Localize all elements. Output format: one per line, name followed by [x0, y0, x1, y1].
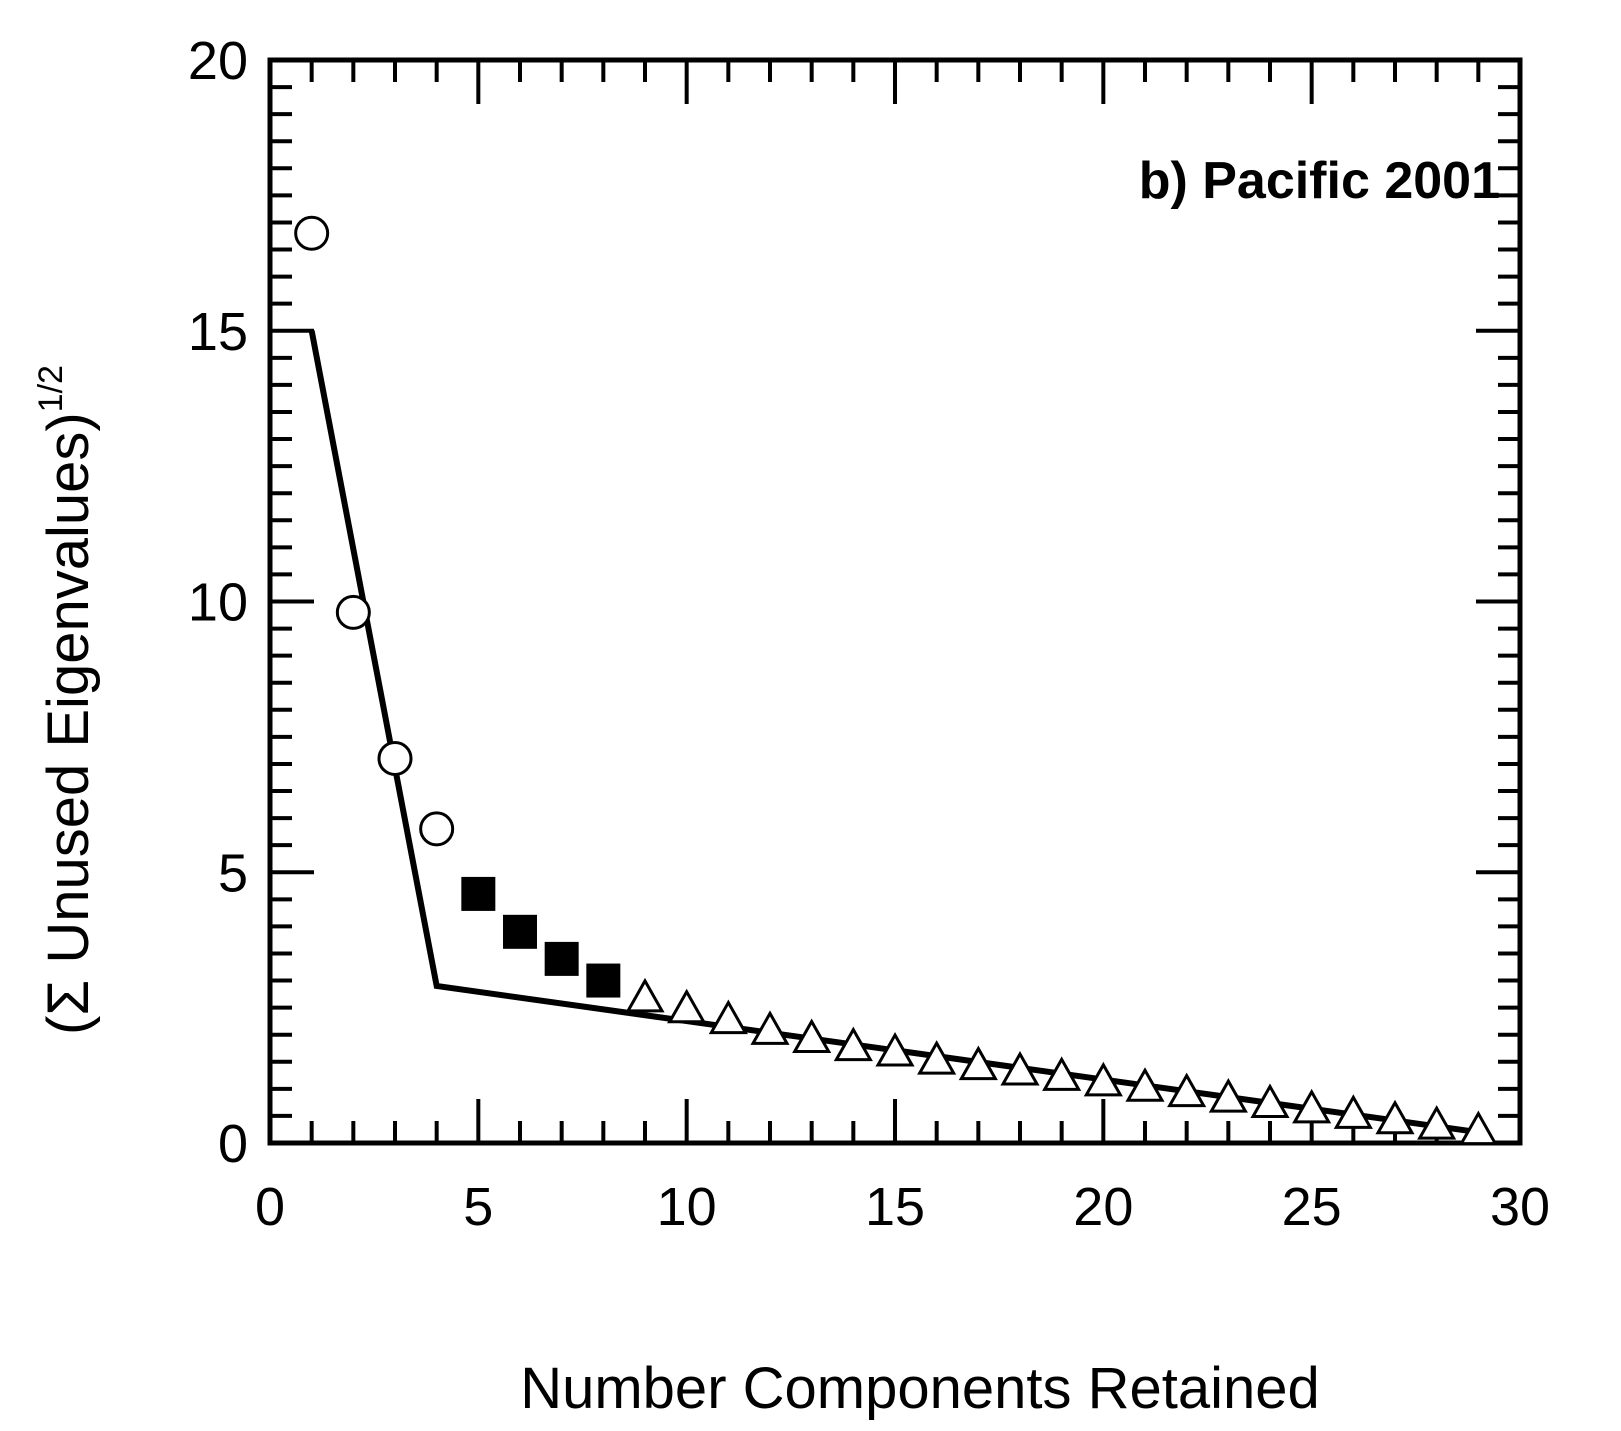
y-axis-title-main: (Σ Unused Eigenvalues)	[36, 412, 101, 1035]
open-triangle-point	[708, 999, 748, 1035]
series-layer	[294, 215, 1498, 1146]
open-triangle-point	[1167, 1072, 1207, 1108]
filled-square-point	[586, 963, 621, 998]
y-tick-label: 15	[188, 302, 248, 362]
open-triangle-point	[792, 1018, 832, 1054]
y-tick-label: 0	[218, 1114, 248, 1174]
y-tick-labels: 0 5 10 15 20	[188, 31, 248, 1174]
open-triangle-point	[1250, 1083, 1290, 1118]
open-triangle-point	[667, 988, 707, 1024]
plot-frame	[267, 57, 1523, 1146]
open-triangle-point	[1125, 1067, 1165, 1102]
open-triangle-point	[1375, 1099, 1415, 1135]
open-triangle-point	[958, 1045, 998, 1081]
x-tick-label: 15	[865, 1177, 925, 1237]
open-triangle-point	[1000, 1050, 1040, 1086]
open-triangle-point	[1417, 1105, 1457, 1140]
x-tick-label: 20	[1073, 1177, 1133, 1237]
y-axis-title-superscript: 1/2	[32, 365, 70, 412]
open-triangle-point	[625, 977, 665, 1013]
x-tick-label: 0	[255, 1177, 285, 1237]
filled-square-point	[503, 914, 537, 949]
filled-square-point	[461, 876, 496, 911]
x-tick-label: 10	[657, 1177, 717, 1237]
y-tick-label: 20	[188, 31, 248, 91]
open-triangle-point	[750, 1010, 790, 1045]
panel-label: b) Pacific 2001	[1139, 152, 1500, 210]
open-triangle-point	[1458, 1110, 1498, 1146]
y-tick-label: 5	[218, 843, 248, 903]
x-tick-label: 30	[1490, 1177, 1550, 1237]
y-axis-title: (Σ Unused Eigenvalues)1/2	[32, 365, 101, 1035]
open-circle-point	[294, 215, 330, 251]
open-circle-point	[335, 594, 371, 630]
open-circle-point	[419, 811, 455, 847]
open-triangle-point	[1208, 1078, 1248, 1113]
x-axis-title: Number Components Retained	[520, 1356, 1320, 1421]
open-triangle-point	[833, 1026, 873, 1062]
axis-ticks	[268, 58, 1522, 1145]
y-tick-label: 10	[188, 573, 248, 633]
open-triangle-point	[1333, 1094, 1373, 1129]
open-triangle-point	[1292, 1088, 1332, 1124]
open-triangle-point	[1083, 1061, 1123, 1097]
open-triangle-point	[1042, 1056, 1082, 1091]
fit-line	[308, 330, 1479, 1136]
open-triangle-point	[917, 1040, 957, 1075]
open-triangle-point	[875, 1032, 915, 1067]
x-tick-label: 25	[1282, 1177, 1342, 1237]
open-circle-point	[377, 741, 413, 777]
filled-square-point	[544, 941, 579, 976]
x-tick-label: 5	[463, 1177, 493, 1237]
x-tick-labels: 0 5 10 15 20 25 30	[255, 1177, 1550, 1237]
